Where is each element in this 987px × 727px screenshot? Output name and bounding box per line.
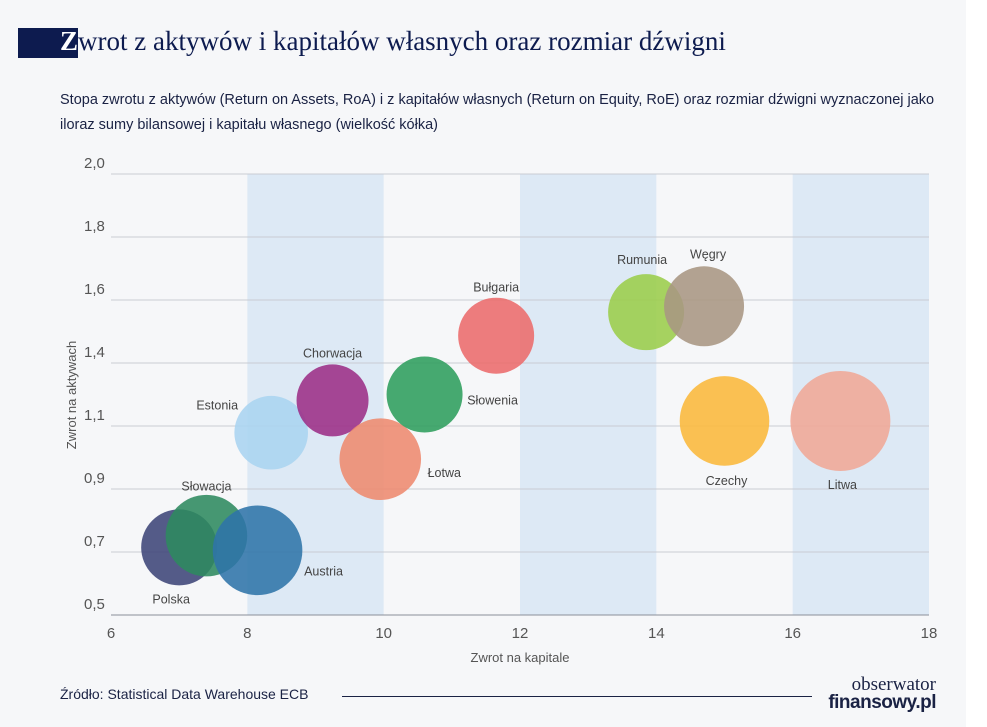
bubble-label: Słowenia [467,394,518,408]
bubble-słowenia [386,356,463,433]
bubble-estonia [234,395,308,470]
chart-title: Zwrot z aktywów i kapitałów własnych ora… [60,26,726,57]
title-text: wrot z aktywów i kapitałów własnych oraz… [78,26,726,56]
y-tick-label: 0,9 [84,470,105,487]
bubble-label: Łotwa [428,466,461,480]
bubble-label: Czechy [706,474,748,488]
source-divider [342,696,812,697]
bubble-label: Estonia [196,399,238,413]
bubble-label: Polska [152,592,190,606]
y-tick-label: 2,0 [84,155,105,172]
bubble-węgry [664,266,745,347]
bubble-label: Litwa [828,478,857,492]
bubble-czechy [679,376,770,466]
bubble-label: Węgry [690,247,727,261]
logo-line2: finansowy.pl [828,692,936,713]
bubble-austria [212,505,303,596]
bubble-label: Bułgaria [473,281,519,295]
bubble-label: Chorwacja [303,346,362,360]
shaded-band [520,174,657,615]
bubble-łotwa [339,418,422,500]
y-tick-label: 1,4 [84,344,105,361]
x-tick-label: 10 [375,625,392,642]
y-tick-label: 0,7 [84,533,105,550]
source-note: Źródło: Statistical Data Warehouse ECB [60,686,309,702]
x-tick-label: 18 [921,625,938,642]
y-tick-label: 1,6 [84,281,105,298]
y-axis-label: Zwrot na aktywach [64,341,79,449]
logo: obserwator finansowy.pl [826,674,936,713]
bubble-rumunia [608,274,685,351]
bubble-litwa [790,370,891,471]
x-axis-label: Zwrot na kapitale [471,650,570,665]
bubble-label: Słowacja [181,480,231,494]
bubble-chorwacja [296,364,369,437]
x-tick-label: 6 [107,625,115,642]
x-tick-label: 14 [648,625,665,642]
logo-line1: obserwator [851,674,936,695]
bubble-label: Rumunia [617,253,667,267]
title-first-letter: Z [60,26,79,56]
title-accent-bar [18,28,78,58]
x-tick-label: 12 [512,625,529,642]
bubble-label: Austria [304,564,343,578]
chart-subtitle: Stopa zwrotu z aktywów (Return on Assets… [60,92,935,133]
x-tick-label: 8 [243,625,251,642]
bubble-bułgaria [458,297,535,374]
x-tick-label: 16 [784,625,801,642]
y-tick-label: 1,8 [84,218,105,235]
y-tick-label: 0,5 [84,596,105,613]
y-tick-label: 1,1 [84,407,105,424]
